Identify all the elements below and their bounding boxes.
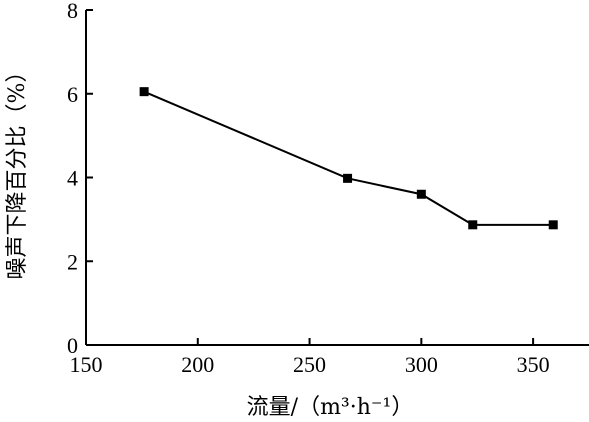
data-point bbox=[343, 173, 353, 183]
x-axis-title: 流量/（m³·h⁻¹） bbox=[247, 395, 414, 420]
series-line bbox=[143, 90, 554, 226]
y-tick-label: 4 bbox=[67, 166, 78, 191]
data-point bbox=[548, 220, 558, 230]
ticks: 0 2 4 6 8 150 200 250 300 350 bbox=[67, 0, 550, 377]
y-tick-label: 8 bbox=[67, 0, 78, 23]
y-tick-label: 2 bbox=[67, 249, 78, 274]
axes bbox=[85, 10, 589, 346]
y-tick-label: 6 bbox=[67, 82, 78, 107]
x-tick-label: 150 bbox=[70, 352, 103, 377]
data-point bbox=[139, 87, 149, 97]
x-tick-label: 250 bbox=[293, 352, 326, 377]
x-tick-label: 350 bbox=[517, 352, 550, 377]
y-tick-label: 0 bbox=[67, 333, 78, 358]
series bbox=[139, 87, 558, 230]
data-point bbox=[468, 220, 478, 230]
y-axis-title: 噪声下降百分比（%） bbox=[5, 61, 30, 280]
x-tick-label: 300 bbox=[405, 352, 438, 377]
data-point bbox=[416, 189, 426, 199]
x-tick-label: 200 bbox=[181, 352, 214, 377]
